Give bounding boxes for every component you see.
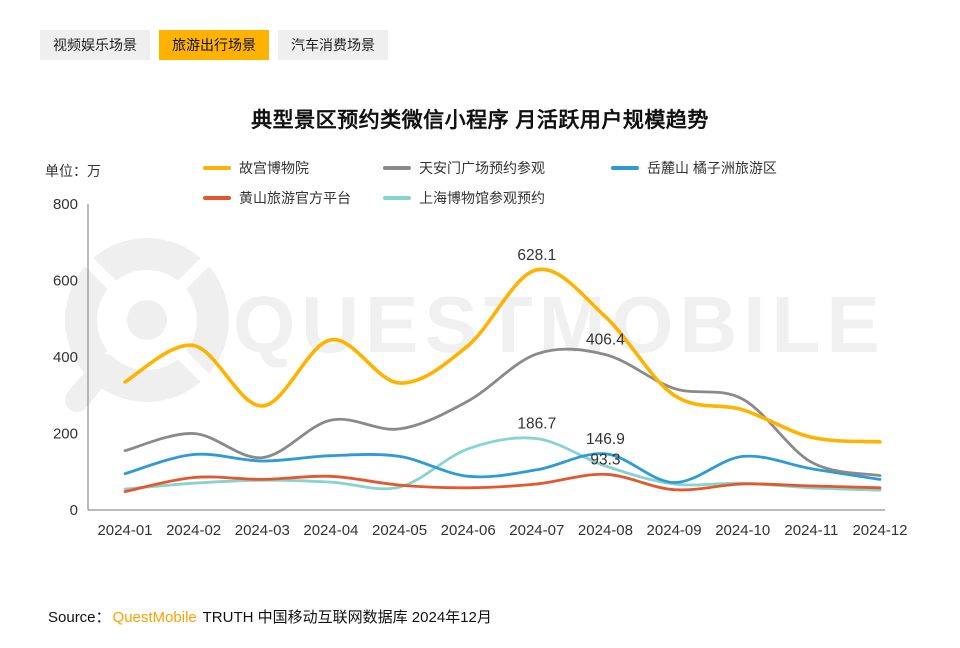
questmobile-watermark: QUESTMOBILE — [65, 238, 886, 412]
data-label: 406.4 — [586, 332, 625, 349]
line-chart: QUESTMOBILE 0 200 400 600 800 2024-01 2024-02 20… — [35, 192, 935, 552]
x-tick-label: 2024-02 — [166, 522, 221, 539]
data-label: 93.3 — [590, 451, 620, 468]
y-tick-label: 600 — [53, 273, 78, 290]
y-tick-label: 400 — [53, 349, 78, 366]
y-tick-label: 0 — [70, 502, 78, 519]
line-chart-svg: QUESTMOBILE 0 200 400 600 800 2024-01 2024-02 20… — [53, 196, 908, 539]
legend-item-4: 上海博物馆参观预约 — [383, 188, 611, 208]
tab-auto-consumption[interactable]: 汽车消费场景 — [278, 30, 388, 60]
unit-label: 单位：万 — [45, 163, 101, 179]
series-line-0 — [123, 267, 882, 444]
series-line-4 — [123, 436, 882, 492]
watermark-logo-dot — [127, 300, 167, 340]
legend-marker — [383, 196, 411, 200]
legend-item-3: 黄山旅游官方平台 — [203, 188, 383, 208]
source-prefix: Source： — [48, 609, 111, 626]
x-tick-label: 2024-06 — [441, 522, 496, 539]
x-tick-label: 2024-04 — [303, 522, 358, 539]
x-tick-label: 2024-09 — [647, 522, 702, 539]
chart-legend: 故宫博物院 天安门广场预约参观 岳麓山 橘子洲旅游区黄山旅游官方平台 上海博物馆参观预… — [203, 158, 851, 208]
y-tick-label: 200 — [53, 426, 78, 443]
tab-travel[interactable]: 旅游出行场景 — [159, 30, 269, 60]
x-tick-label: 2024-10 — [715, 522, 770, 539]
x-tick-label: 2024-01 — [97, 522, 152, 539]
data-label: 628.1 — [517, 247, 556, 264]
x-tick-label: 2024-05 — [372, 522, 427, 539]
legend-marker — [611, 166, 639, 170]
legend-item-2: 岳麓山 橘子洲旅游区 — [611, 158, 851, 178]
legend-label: 黄山旅游官方平台 — [239, 190, 351, 206]
x-tick-label: 2024-11 — [784, 522, 838, 539]
legend-marker — [383, 166, 411, 170]
source-line: Source： QuestMobile TRUTH 中国移动互联网数据库 2024… — [48, 606, 492, 627]
data-label: 146.9 — [586, 431, 625, 448]
legend-label: 上海博物馆参观预约 — [419, 190, 545, 206]
legend-marker — [203, 166, 231, 170]
source-suffix: TRUTH 中国移动互联网数据库 2024年12月 — [198, 609, 492, 626]
y-tick-label: 800 — [53, 196, 78, 213]
legend-item-0: 故宫博物院 — [203, 158, 383, 178]
chart-title: 典型景区预约类微信小程序 月活跃用户规模趋势 — [251, 109, 709, 132]
data-label: 186.7 — [517, 416, 556, 433]
series-line-1 — [123, 347, 882, 477]
x-tick-label: 2024-03 — [235, 522, 290, 539]
watermark-text: QUESTMOBILE — [233, 280, 886, 369]
legend-item-1: 天安门广场预约参观 — [383, 158, 611, 178]
source-brand: QuestMobile — [112, 609, 197, 626]
tab-video-entertainment[interactable]: 视频娱乐场景 — [40, 30, 150, 60]
x-tick-label: 2024-12 — [852, 522, 907, 539]
legend-label: 岳麓山 橘子洲旅游区 — [647, 160, 777, 176]
series-line-3 — [123, 472, 882, 493]
x-tick-label: 2024-08 — [578, 522, 633, 539]
legend-label: 天安门广场预约参观 — [419, 160, 545, 176]
legend-label: 故宫博物院 — [239, 160, 309, 176]
legend-marker — [203, 196, 231, 200]
series-line-2 — [123, 452, 882, 484]
watermark-logo-handle — [65, 354, 117, 412]
x-tick-label: 2024-07 — [509, 522, 564, 539]
scene-tabs: 视频娱乐场景 旅游出行场景 汽车消费场景 — [40, 30, 388, 60]
